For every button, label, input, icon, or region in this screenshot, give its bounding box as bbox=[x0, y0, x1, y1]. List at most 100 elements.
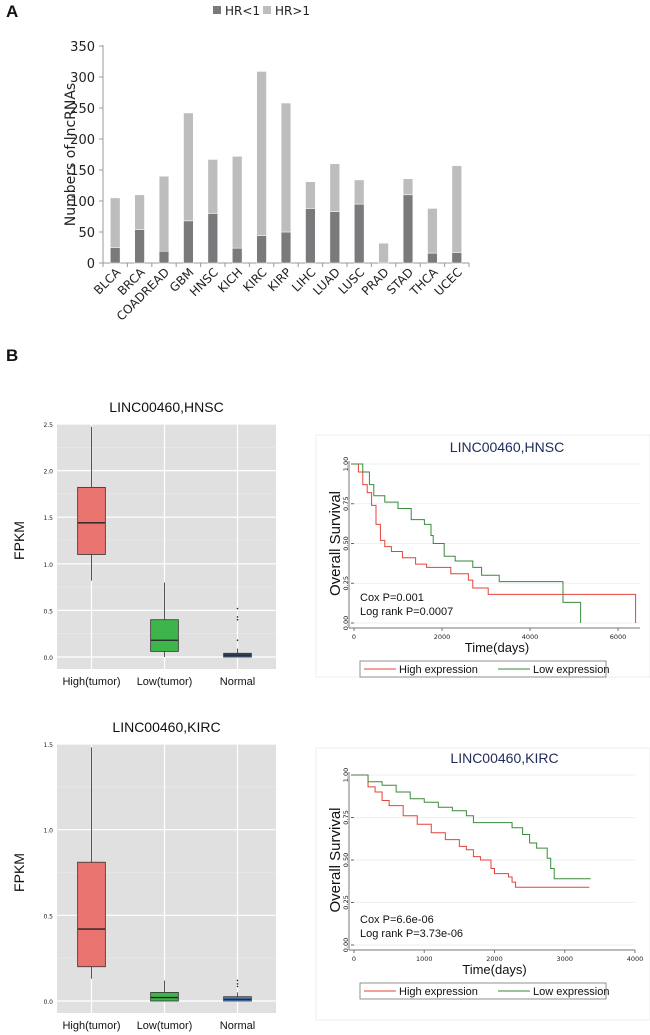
x-tick-label: HNSC bbox=[187, 265, 221, 299]
bar-stad-hr-lt-1 bbox=[402, 194, 414, 264]
outlier-point bbox=[236, 979, 239, 982]
bar-kich-hr-lt-1 bbox=[232, 247, 243, 264]
x-tick-label: 0 bbox=[352, 955, 356, 963]
x-tick-label: 4000 bbox=[522, 633, 539, 641]
y-tick-label: 1.00 bbox=[342, 768, 350, 782]
box-hightumor bbox=[77, 486, 106, 555]
x-tick-label: 2000 bbox=[486, 955, 503, 963]
survival-title: LINC00460,KIRC bbox=[450, 750, 558, 766]
y-tick-label: 1.00 bbox=[342, 457, 350, 471]
x-axis-title: Time(days) bbox=[465, 640, 530, 655]
x-tick-label: High(tumor) bbox=[62, 676, 120, 688]
x-tick-label: Low(tumor) bbox=[137, 676, 193, 688]
bar-coadread-hr-lt-1 bbox=[158, 250, 170, 264]
y-tick-label: 300 bbox=[70, 71, 95, 86]
y-tick-label: 0.0 bbox=[43, 999, 53, 1006]
y-tick-label: 0.00 bbox=[342, 616, 350, 630]
bar-lihc-hr-gt-1 bbox=[305, 181, 316, 209]
x-tick-label: 3000 bbox=[556, 955, 573, 963]
y-tick-label: 0.25 bbox=[342, 895, 350, 909]
legend: HR<1 HR>1 bbox=[213, 4, 310, 18]
x-tick-label: Normal bbox=[220, 1020, 255, 1032]
y-axis-title: FPKM bbox=[11, 853, 27, 892]
y-tick-label: 0.5 bbox=[43, 913, 53, 920]
survival-curve-low-expression bbox=[354, 774, 591, 880]
y-tick-label: 0.50 bbox=[342, 536, 350, 550]
boxplot-kirc: LINC00460,KIRC 0.0 0.5 1.0 1.5 FPKM High(tumor… bbox=[11, 719, 276, 1032]
bar-kirp-hr-lt-1 bbox=[280, 231, 292, 264]
survival-plot-kirc: LINC00460,KIRC 0.00 0.25 0.50 0.75 1.00 0 1000 2… bbox=[315, 747, 650, 1021]
legend-label: HR<1 bbox=[225, 4, 260, 18]
legend-label: HR>1 bbox=[275, 4, 310, 18]
bar-kich-hr-gt-1 bbox=[232, 156, 243, 249]
survival-plot-hnsc: LINC00460,HNSC 0.00 0.25 0.50 0.75 1.00 0 2000 4… bbox=[315, 434, 650, 678]
y-tick-label: 1.0 bbox=[43, 828, 53, 835]
outlier-point bbox=[236, 985, 239, 988]
boxplot-hnsc: LINC00460,HNSC 0.0 0.5 1.0 1.5 2.0 2.5 FPKM High… bbox=[11, 399, 276, 688]
y-tick-label: 0.75 bbox=[342, 810, 350, 824]
bar-brca-hr-lt-1 bbox=[134, 229, 145, 264]
y-tick-label: 50 bbox=[78, 226, 95, 241]
y-axis-title: Overall Survival bbox=[327, 807, 344, 912]
x-axis-title: Time(days) bbox=[462, 962, 527, 977]
bar-gbm-hr-gt-1 bbox=[183, 112, 194, 222]
y-tick-label: 0.0 bbox=[43, 655, 53, 662]
y-tick-label: 1.0 bbox=[43, 562, 53, 569]
bar-coadread-hr-gt-1 bbox=[158, 175, 170, 252]
panel-letter-a: A bbox=[6, 2, 19, 21]
y-axis-title: Numbers of lncRNAs bbox=[63, 83, 79, 226]
bar-lihc-hr-lt-1 bbox=[305, 208, 316, 264]
x-tick-label: 0 bbox=[352, 633, 356, 641]
bar-thca-hr-gt-1 bbox=[427, 208, 438, 254]
bar-prad-hr-gt-1 bbox=[378, 242, 389, 264]
bar-lusc-hr-lt-1 bbox=[354, 203, 365, 264]
legend-label-low: Low expression bbox=[533, 664, 609, 676]
bar-brca-hr-gt-1 bbox=[134, 194, 145, 230]
logrank-p-annotation: Log rank P=0.0007 bbox=[360, 606, 453, 618]
cox-p-annotation: Cox P=6.6e-06 bbox=[360, 914, 434, 926]
y-tick-label: 0.5 bbox=[43, 608, 53, 615]
bar-kirp-hr-gt-1 bbox=[280, 102, 292, 233]
y-tick-label: 0.50 bbox=[342, 853, 350, 867]
bar-ucec-hr-gt-1 bbox=[451, 165, 462, 253]
box-lowtumor bbox=[150, 992, 179, 1002]
y-tick-label: 1.5 bbox=[43, 742, 53, 749]
x-tick-label: UCEC bbox=[432, 265, 465, 298]
logrank-p-annotation: Log rank P=3.73e-06 bbox=[360, 928, 463, 940]
legend-label-high: High expression bbox=[399, 664, 478, 676]
y-axis-title: Overall Survival bbox=[327, 491, 344, 596]
y-tick-label: 0.25 bbox=[342, 576, 350, 590]
bar-thca-hr-lt-1 bbox=[427, 252, 438, 264]
x-tick-label: 2000 bbox=[434, 633, 451, 641]
bar-gbm-hr-lt-1 bbox=[183, 220, 194, 264]
bar-stad-hr-gt-1 bbox=[402, 178, 414, 196]
box-lowtumor bbox=[150, 619, 179, 652]
box-hightumor bbox=[77, 861, 106, 968]
cox-p-annotation: Cox P=0.001 bbox=[360, 592, 424, 604]
x-tick-label: High(tumor) bbox=[62, 1020, 120, 1032]
y-tick-label: 2.5 bbox=[43, 422, 53, 429]
y-tick-label: 150 bbox=[70, 164, 95, 179]
x-tick-label: 1000 bbox=[416, 955, 433, 963]
bar-luad-hr-gt-1 bbox=[329, 163, 340, 212]
x-tick-label: Low(tumor) bbox=[137, 1020, 193, 1032]
bar-ucec-hr-lt-1 bbox=[451, 252, 462, 264]
x-tick-label: LUAD bbox=[310, 265, 343, 298]
outlier-point bbox=[236, 616, 239, 618]
y-tick-label: 250 bbox=[70, 102, 95, 117]
bar-kirc-hr-gt-1 bbox=[256, 71, 267, 236]
outlier-point bbox=[236, 983, 239, 985]
legend-label-low: Low expression bbox=[533, 986, 609, 998]
outlier-point bbox=[236, 639, 239, 642]
legend-swatch-hr-lt-1 bbox=[213, 6, 221, 14]
y-tick-label: 350 bbox=[70, 40, 95, 55]
bar-hnsc-hr-gt-1 bbox=[207, 159, 218, 214]
y-tick-label: 2.0 bbox=[43, 469, 53, 476]
x-tick-label: Normal bbox=[220, 676, 255, 688]
panel-letter-b: B bbox=[6, 346, 19, 365]
y-tick-label: 200 bbox=[70, 133, 95, 148]
y-tick-label: 100 bbox=[70, 195, 95, 210]
x-tick-label: KIRP bbox=[265, 265, 294, 294]
stacked-bar-chart: HR<1 HR>1 0 50 100 150 200 250 300 350 Numbers of … bbox=[63, 4, 470, 324]
x-tick-label: PRAD bbox=[359, 265, 392, 298]
